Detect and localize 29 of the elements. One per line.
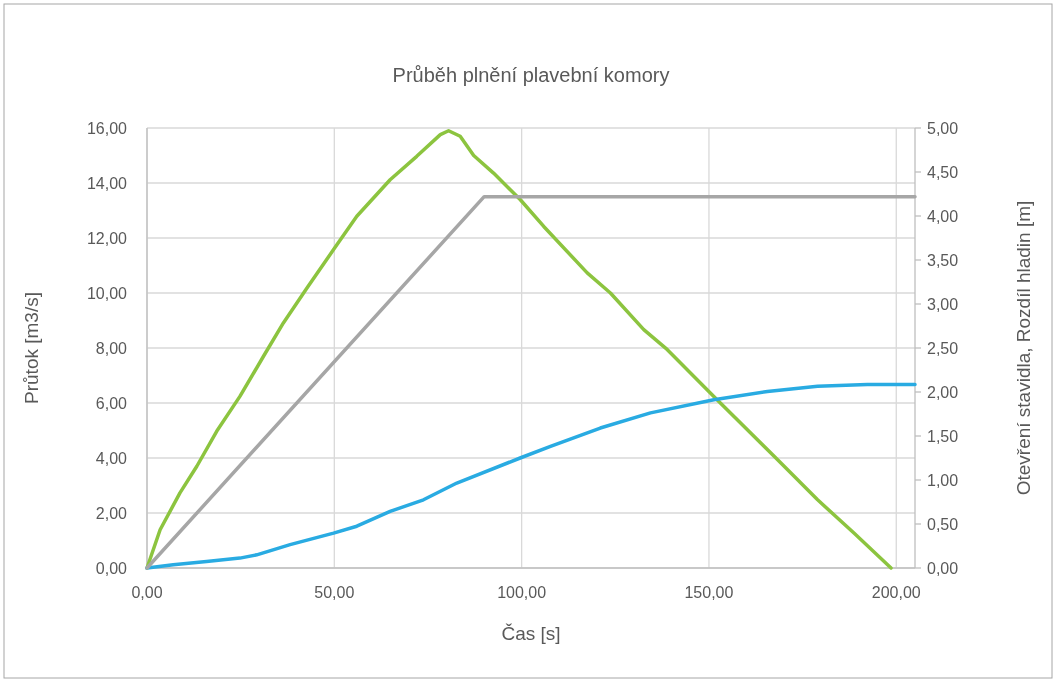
y2-tick-label: 4,00 bbox=[927, 208, 959, 225]
x-tick-label: 100,00 bbox=[497, 584, 547, 601]
y2-tick-label: 2,00 bbox=[927, 384, 959, 401]
x-axis-title: Čas [s] bbox=[501, 623, 561, 644]
y2-tick-label: 0,00 bbox=[927, 560, 959, 577]
x-tick-label: 0,00 bbox=[131, 584, 163, 601]
y-axis-title: Průtok [m3/s] bbox=[21, 292, 42, 404]
y-tick-label: 0,00 bbox=[95, 560, 128, 577]
y-tick-label: 2,00 bbox=[95, 505, 128, 522]
y2-tick-label: 3,00 bbox=[927, 296, 959, 313]
x-tick-label: 150,00 bbox=[684, 584, 734, 601]
y2-tick-label: 5,00 bbox=[927, 120, 959, 137]
y2-tick-label: 3,50 bbox=[927, 252, 959, 269]
y2-tick-label: 2,50 bbox=[927, 340, 959, 357]
y2-tick-label: 0,50 bbox=[927, 516, 959, 533]
x-tick-label: 200,00 bbox=[871, 584, 921, 601]
y2-tick-label: 1,50 bbox=[927, 428, 959, 445]
y-tick-label: 6,00 bbox=[95, 395, 128, 412]
y-tick-label: 8,00 bbox=[95, 340, 128, 357]
y-tick-label: 4,00 bbox=[95, 450, 128, 467]
chart-title: Průběh plnění plavební komory bbox=[392, 64, 670, 86]
y2-axis-title: Otevření stavidla, Rozdíl hladin [m] bbox=[1013, 200, 1034, 496]
y-tick-label: 12,00 bbox=[86, 230, 128, 247]
y-tick-label: 16,00 bbox=[86, 120, 128, 137]
y2-tick-label: 1,00 bbox=[927, 472, 959, 489]
y2-tick-label: 4,50 bbox=[927, 164, 959, 181]
x-tick-label: 50,00 bbox=[314, 584, 355, 601]
y-tick-label: 14,00 bbox=[86, 175, 128, 192]
y-tick-label: 10,00 bbox=[86, 285, 128, 302]
